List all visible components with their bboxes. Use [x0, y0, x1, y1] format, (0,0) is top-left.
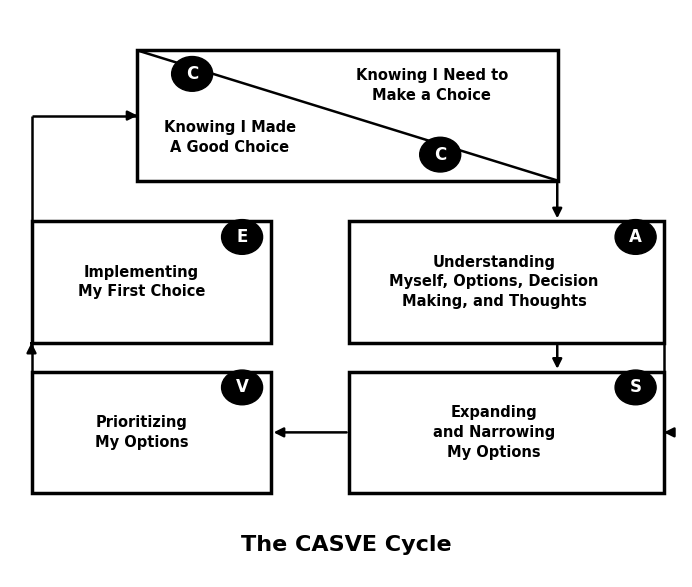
- Circle shape: [172, 56, 212, 91]
- Circle shape: [420, 137, 461, 172]
- Bar: [32, 372, 271, 493]
- Text: V: V: [236, 379, 248, 396]
- Text: Knowing I Made
A Good Choice: Knowing I Made A Good Choice: [164, 120, 296, 155]
- Text: The CASVE Cycle: The CASVE Cycle: [241, 535, 451, 555]
- Text: C: C: [186, 65, 199, 83]
- Text: Expanding
and Narrowing
My Options: Expanding and Narrowing My Options: [433, 405, 555, 460]
- Circle shape: [221, 370, 262, 405]
- Bar: [349, 372, 664, 493]
- Text: C: C: [434, 146, 446, 164]
- Text: S: S: [630, 379, 641, 396]
- Text: A: A: [629, 228, 642, 246]
- Text: Knowing I Need to
Make a Choice: Knowing I Need to Make a Choice: [356, 68, 508, 103]
- Circle shape: [221, 220, 262, 254]
- Text: Understanding
Myself, Options, Decision
Making, and Thoughts: Understanding Myself, Options, Decision …: [390, 255, 599, 309]
- Circle shape: [615, 370, 656, 405]
- Text: E: E: [237, 228, 248, 246]
- Circle shape: [615, 220, 656, 254]
- Bar: [138, 50, 558, 181]
- Text: Implementing
My First Choice: Implementing My First Choice: [78, 265, 206, 299]
- Bar: [32, 221, 271, 343]
- Bar: [349, 221, 664, 343]
- Text: Prioritizing
My Options: Prioritizing My Options: [95, 415, 188, 450]
